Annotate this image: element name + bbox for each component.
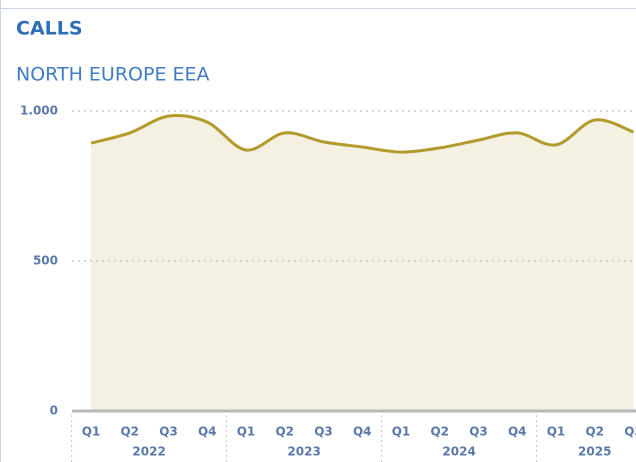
x-tick-label: Q1 (237, 425, 256, 439)
x-tick-label: Q3 (159, 425, 178, 439)
area (91, 115, 634, 412)
x-group-label: 2022 (132, 445, 165, 459)
x-tick-label: Q1 (547, 425, 566, 439)
x-tick-label: Q4 (508, 425, 527, 439)
chart-subtitle: NORTH EUROPE EEA (16, 64, 210, 86)
x-tick-label: Q2 (120, 425, 139, 439)
x-group-label: 2023 (287, 445, 320, 459)
x-tick-label: Q1 (392, 425, 411, 439)
x-tick-label: Q3 (624, 425, 636, 439)
y-tick-label: 0 (50, 404, 58, 418)
x-tick-label: Q4 (353, 425, 372, 439)
x-tick-label: Q3 (469, 425, 488, 439)
x-tick-label: Q3 (314, 425, 333, 439)
x-tick-label: Q2 (585, 425, 604, 439)
x-tick-label: Q2 (275, 425, 294, 439)
x-group-label: 2025 (578, 445, 611, 459)
line (90, 113, 635, 154)
x-tick-label: Q2 (430, 425, 449, 439)
x-group-label: 2024 (442, 445, 475, 459)
y-tick-label: 500 (33, 254, 58, 268)
x-tick-label: Q4 (198, 425, 217, 439)
chart-title: CALLS (16, 18, 83, 40)
x-tick-label: Q1 (82, 425, 101, 439)
y-tick-label: 1.000 (20, 104, 58, 118)
